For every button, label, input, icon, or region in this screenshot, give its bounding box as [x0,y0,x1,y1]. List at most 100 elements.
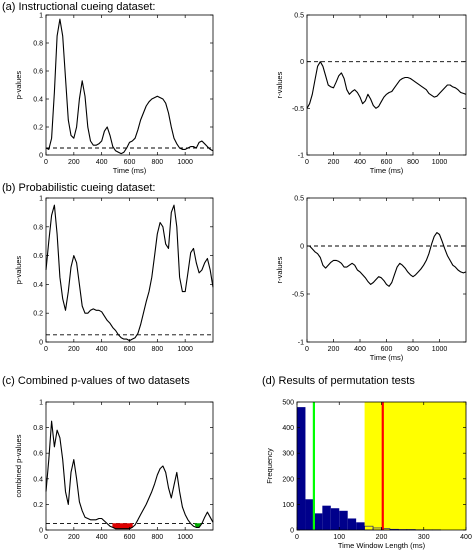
x-tick-label: 200 [68,534,80,541]
y-tick-label: 0.6 [33,451,43,458]
y-tick-label: -0.5 [292,292,304,299]
x-tick-label: 600 [124,346,136,353]
x-tick-label: 0 [295,534,299,541]
histogram-bar [313,513,323,530]
series-line [45,420,214,530]
y-tick-label: 0 [39,153,43,160]
series-line [45,204,214,342]
x-tick-label: 400 [460,534,472,541]
histogram-bar [305,499,314,530]
x-tick-label: 200 [376,534,388,541]
y-tick-label: 0 [39,340,43,347]
x-tick-label: 0 [44,534,48,541]
series-line [45,18,214,155]
y-tick-label: 0.8 [33,41,43,48]
x-tick-label: 0 [305,159,309,166]
axes-frame [45,401,214,531]
y-tick-label: 0 [300,59,304,66]
y-tick-label: -1 [298,153,304,160]
y-axis-label: r-values [275,71,284,98]
y-tick-label: 0.4 [33,97,43,104]
x-tick-label: 0 [44,346,48,353]
y-tick-label: 0.5 [294,13,304,20]
panel-title-c: (c) Combined p-values of two datasets [2,375,190,387]
histogram-bar [339,510,348,530]
x-tick-label: 1000 [432,346,448,353]
chart-d-right: 0 100 200 300 400 0 100 200 300 400 500 Time Window… [265,400,472,551]
y-axis-label: p-values [14,256,23,285]
x-tick-label: 1000 [177,159,193,166]
x-tick-label: 400 [354,159,366,166]
x-tick-label: 400 [354,346,366,353]
y-tick-label: 0.4 [33,476,43,483]
x-tick-label: 400 [96,346,108,353]
x-tick-label: 0 [44,159,48,166]
x-tick-label: 800 [407,159,419,166]
y-axis-label: combined p-values [14,434,23,497]
x-tick-label: 600 [381,346,393,353]
chart-b-left: 0 200 400 600 800 1000 0 0.2 0.4 0.6 0.8 1 p-values [14,196,214,353]
x-tick-label: 1000 [432,159,448,166]
x-tick-label: 1000 [177,534,193,541]
x-tick-label: 200 [328,346,340,353]
x-tick-label: 1000 [177,346,193,353]
y-tick-label: 0.5 [294,196,304,203]
y-tick-label: 0.6 [33,253,43,260]
x-tick-label: 400 [96,159,108,166]
histogram-bar [330,508,340,530]
y-tick-label: 400 [282,425,294,432]
panel-title-d: (d) Results of permutation tests [262,375,415,387]
histogram-bar [356,522,365,530]
histogram-bar [347,518,357,530]
x-tick-label: 800 [151,346,163,353]
x-tick-label: 800 [151,534,163,541]
chart-c-left: 0 200 400 600 800 1000 0 0.2 0.4 0.6 0.8 1 combined … [14,400,214,541]
y-tick-label: 0.2 [33,311,43,318]
x-tick-label: 200 [68,159,80,166]
x-tick-label: 0 [305,346,309,353]
y-tick-label: 1 [39,400,43,407]
chart-a-left: 0 200 400 600 800 1000 0 0.2 0.4 0.6 0.8 1 Time (ms)… [14,13,214,175]
series-line [307,232,467,287]
y-tick-label: 200 [282,476,294,483]
x-tick-label: 100 [333,534,345,541]
y-axis-label: Frequency [265,448,274,484]
x-tick-label: 800 [151,159,163,166]
chart-b-right: 0 200 400 600 800 1000 -1 -0.5 0 0.5 Time (ms) r-va… [275,196,467,362]
x-tick-label: 300 [418,534,430,541]
x-tick-label: 200 [68,346,80,353]
x-tick-label: 600 [124,534,136,541]
y-tick-label: -0.5 [292,106,304,113]
x-axis-label: Time (ms) [370,353,404,362]
series-line [306,61,467,109]
y-axis-label: p-values [14,71,23,100]
shaded-region [364,402,466,530]
x-axis-label: Time (ms) [370,166,404,175]
y-tick-label: 500 [282,400,294,407]
axes-frame [306,14,467,156]
x-axis-label: Time (ms) [113,166,147,175]
panel-title-a: (a) Instructional cueing dataset: [2,1,156,13]
y-axis-label: r-values [275,256,284,283]
x-tick-label: 800 [407,346,419,353]
y-tick-label: 1 [39,196,43,203]
chart-a-right: 0 200 400 600 800 1000 -1 -0.5 0 0.5 Time (ms) r-va… [275,13,467,175]
x-tick-label: 400 [96,534,108,541]
y-tick-label: -1 [298,340,304,347]
histogram-bar [297,407,306,530]
y-tick-label: 0 [290,528,294,535]
x-tick-label: 600 [381,159,393,166]
y-tick-label: 0.2 [33,502,43,509]
y-tick-label: 0 [39,528,43,535]
y-tick-label: 0.2 [33,125,43,132]
y-tick-label: 0.8 [33,224,43,231]
histogram-bar [322,505,331,530]
y-tick-label: 0.4 [33,282,43,289]
x-tick-label: 200 [328,159,340,166]
axes-frame [306,197,467,343]
panel-title-b: (b) Probabilistic cueing dataset: [2,182,156,194]
y-tick-label: 100 [282,502,294,509]
y-tick-label: 0 [300,244,304,251]
y-tick-label: 0.6 [33,69,43,76]
